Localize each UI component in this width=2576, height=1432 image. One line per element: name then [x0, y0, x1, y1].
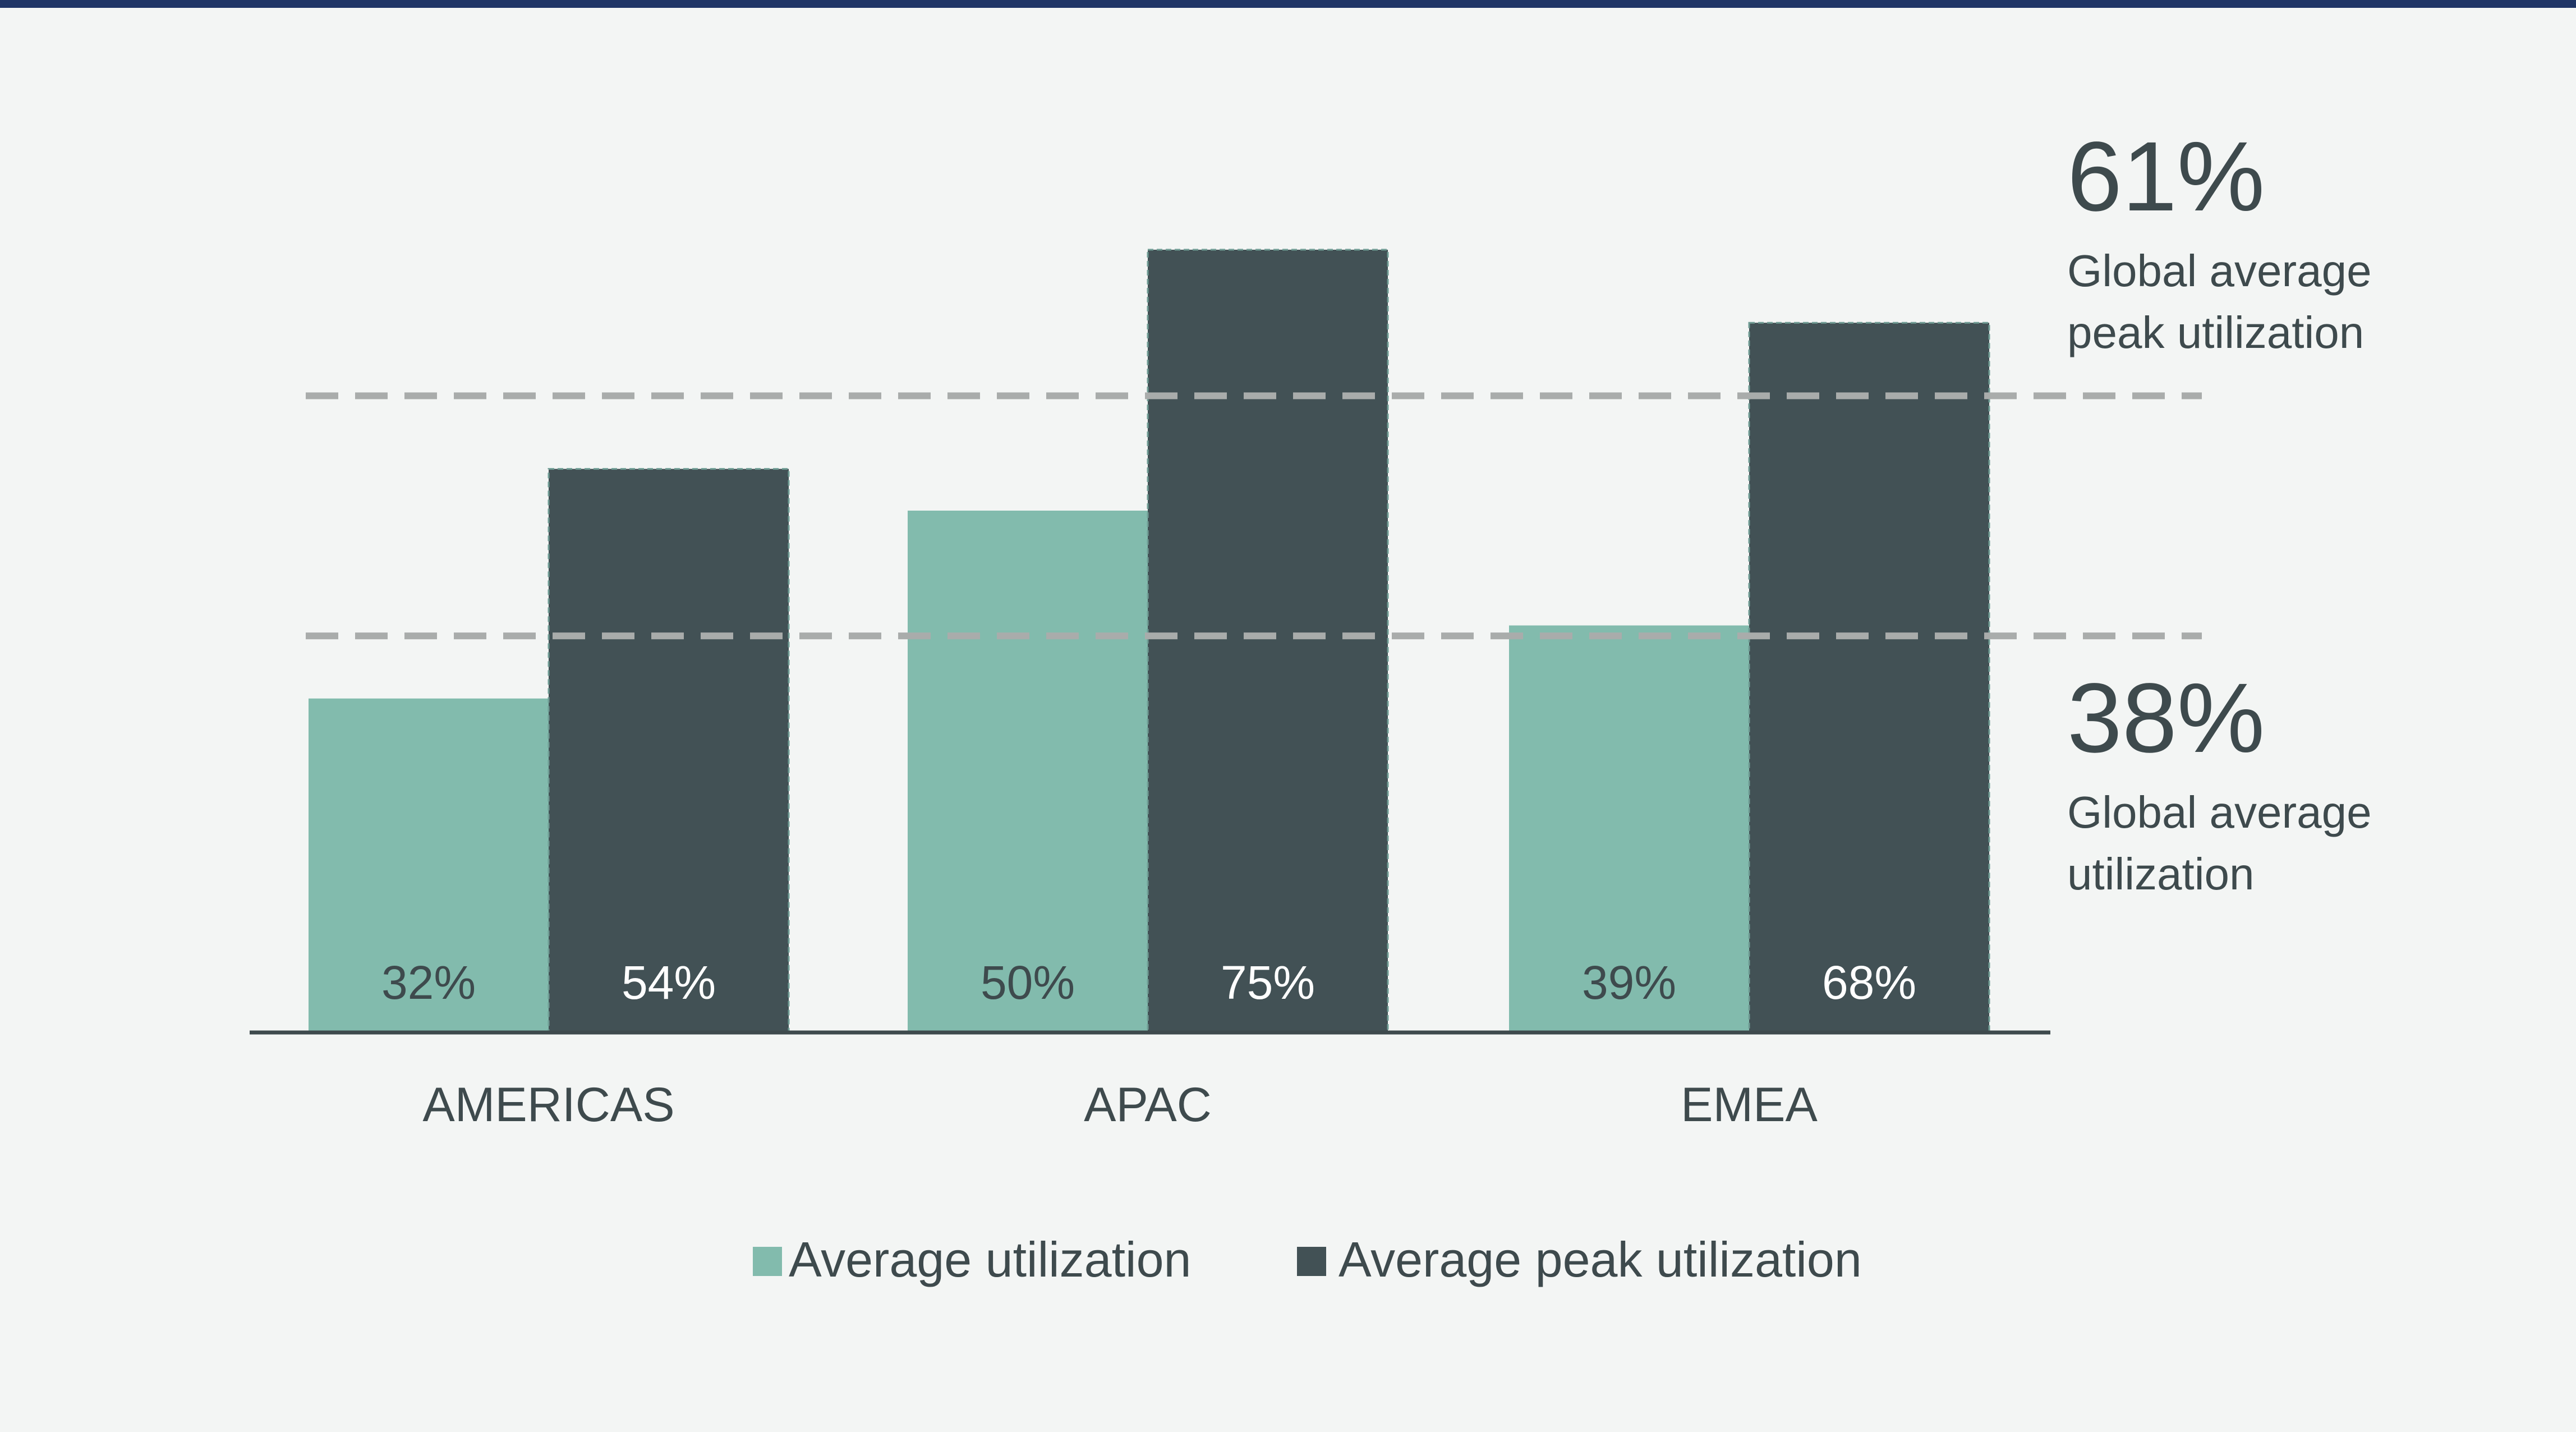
- bar-avg-apac: [908, 511, 1148, 1032]
- bar-peak-apac: [1147, 249, 1389, 1034]
- legend-label-peak: Average peak utilization: [1338, 1232, 1862, 1287]
- reference-value-38: 38%: [2067, 663, 2265, 773]
- reference-caption-61-line2: peak utilization: [2067, 307, 2364, 357]
- legend-swatch-peak: [1297, 1247, 1326, 1276]
- bar-peak-americas: [548, 468, 790, 1034]
- value-label-peak-apac: 75%: [1221, 956, 1315, 1009]
- category-label-apac: APAC: [1084, 1078, 1212, 1132]
- reference-caption-61-line1: Global average: [2067, 246, 2372, 296]
- value-label-peak-americas: 54%: [622, 956, 716, 1009]
- category-label-americas: AMERICAS: [422, 1078, 674, 1132]
- category-label-emea: EMEA: [1681, 1078, 1818, 1132]
- reference-caption-38-line2: utilization: [2067, 849, 2255, 899]
- legend-label-avg: Average utilization: [789, 1232, 1192, 1287]
- legend-swatch-avg: [753, 1247, 782, 1276]
- value-label-avg-americas: 32%: [381, 956, 476, 1009]
- bar-avg-americas: [309, 698, 549, 1032]
- bar-avg-emea: [1509, 625, 1749, 1032]
- top-rule: [0, 0, 2576, 8]
- value-label-avg-emea: 39%: [1582, 956, 1676, 1009]
- value-label-peak-emea: 68%: [1822, 956, 1916, 1009]
- reference-value-61: 61%: [2067, 122, 2265, 232]
- value-label-avg-apac: 50%: [981, 956, 1075, 1009]
- bar-peak-emea: [1748, 322, 1990, 1034]
- reference-caption-38-line1: Global average: [2067, 787, 2372, 837]
